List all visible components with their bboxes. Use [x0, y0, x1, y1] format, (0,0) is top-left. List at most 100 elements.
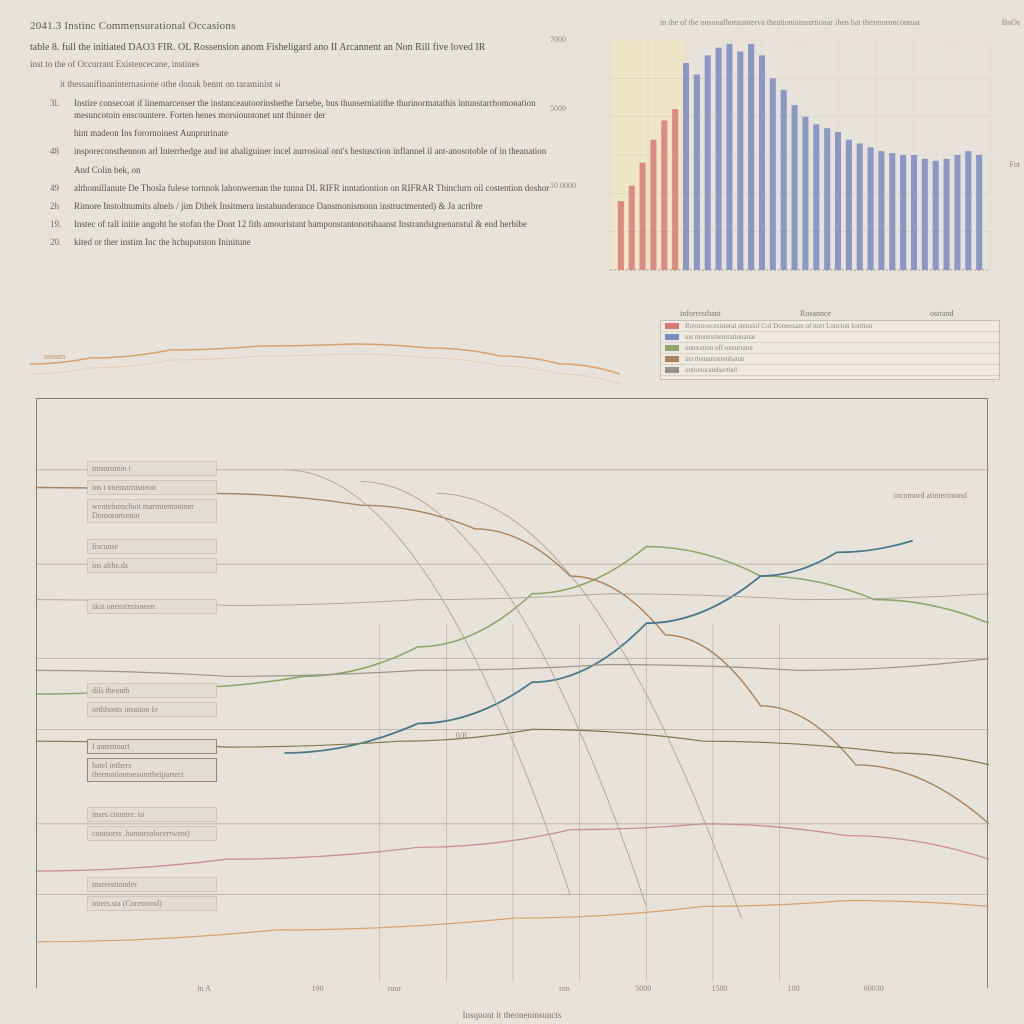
- bar: [759, 55, 765, 270]
- legend-swatch: [665, 345, 679, 351]
- main-chart-xtick: 5000: [635, 984, 651, 993]
- side-label-group: inses countre. tocoutsorss .hantorsoloce…: [87, 807, 217, 845]
- list-item-text: Rimore Instoltnumits alnels / jim Dihek …: [74, 200, 570, 212]
- side-label: intsoromin i: [87, 461, 217, 476]
- main-chart-xtick: ron: [559, 984, 570, 993]
- bar: [889, 153, 895, 270]
- legend-swatch: [665, 356, 679, 362]
- side-label: fiscunse: [87, 539, 217, 554]
- bar: [792, 105, 798, 270]
- legend-row: Rotornorcesisteral stensiol Col Domersam…: [661, 321, 999, 332]
- list-item: hint madeon Ins forornoinest Aunprurinat…: [50, 127, 570, 139]
- legend-row: ontorsorandserthel: [661, 365, 999, 376]
- doc-subtitle-2: inst to the of Occurrant Existencecane, …: [30, 59, 570, 69]
- list-item: 49 althomillanute De Thosla fulese tornno…: [50, 182, 570, 194]
- legend-swatch: [665, 334, 679, 340]
- doc-note: it thessanifinaninternasione othe donak …: [60, 79, 570, 89]
- bar: [629, 186, 635, 270]
- side-label: ins t onenstrnisneon: [87, 480, 217, 495]
- legend-text: ontorsorandserthel: [685, 366, 737, 374]
- bar: [802, 117, 808, 270]
- bar: [640, 163, 646, 270]
- list-item-number: 19.: [50, 218, 64, 230]
- wave-curve: [30, 320, 620, 390]
- legend-box: Rotornorcesisteral stensiol Col Domersam…: [660, 320, 1000, 380]
- list-item-number: 20.: [50, 236, 64, 248]
- side-label: wentelnenchoit marmientoniner Dnmorartom…: [87, 499, 217, 523]
- bar: [965, 151, 971, 270]
- bar-chart-ylabel: 10 0000: [550, 181, 576, 190]
- side-label: coutsorss .hantorsolocertwent): [87, 826, 217, 841]
- list-item-number: 48: [50, 145, 64, 157]
- legend-swatch: [665, 367, 679, 373]
- main-chart-footer: Insquont it theoneninsuncts: [0, 1010, 1024, 1020]
- list-item-number: [50, 164, 64, 176]
- bar: [846, 140, 852, 270]
- main-chart: intsoromin i ins t onenstrnisneon wentelne…: [36, 398, 988, 988]
- bar-chart-svg: [580, 30, 1000, 290]
- list-item-text: Instec of tall initie angoht he stofan t…: [74, 218, 570, 230]
- bar: [650, 140, 656, 270]
- side-label-group: fiscunse ins althe.ds: [87, 539, 217, 577]
- side-label: hatel inthers thermationtuesumtheipartec…: [87, 758, 217, 782]
- side-label: inserestionder: [87, 877, 217, 892]
- list-item-text: hint madeon Ins forornoinest Aunprurinat…: [74, 127, 570, 139]
- bar-chart-xlabel: inforresthant: [680, 309, 721, 318]
- bar: [933, 161, 939, 270]
- bar: [976, 155, 982, 270]
- bar: [737, 52, 743, 271]
- bar: [813, 124, 819, 270]
- legend-row: ins monesmentrationanar: [661, 332, 999, 343]
- bar: [618, 201, 624, 270]
- margin-label: BnOs: [1002, 18, 1020, 27]
- series-diag3: [437, 493, 742, 918]
- series-diag1: [285, 470, 571, 895]
- bar: [672, 109, 678, 270]
- side-label-group: I anternourthatel inthers thermationtues…: [87, 739, 217, 786]
- header-block: 2041.3 Instinc Commensurational Occasion…: [30, 20, 570, 254]
- list-item: 20. kited or ther instim Inc the hchuputs…: [50, 236, 570, 248]
- inline-label: incomord atinterintand: [894, 491, 967, 500]
- list-item-number: [50, 127, 64, 139]
- bar-chart: in the of the onsonalhorstanterva theati…: [580, 30, 1000, 290]
- main-chart-xtick: 60030: [864, 984, 884, 993]
- side-label-group: skst onenstrnisneon: [87, 599, 217, 618]
- list-item-text: althomillanute De Thosla fulese tornnok …: [74, 182, 570, 194]
- bar: [661, 121, 667, 271]
- side-label: skst onenstrnisneon: [87, 599, 217, 614]
- bar: [716, 48, 722, 270]
- bar: [954, 155, 960, 270]
- bar: [922, 159, 928, 270]
- list-item: And Colin bek, on: [50, 164, 570, 176]
- bar: [770, 78, 776, 270]
- bar-chart-ylabel: 5000: [550, 104, 566, 113]
- main-chart-xtick: in A: [197, 984, 211, 993]
- list-item-number: 2h: [50, 200, 64, 212]
- bar: [857, 144, 863, 271]
- main-chart-xtick: 100: [788, 984, 800, 993]
- legend-row: ins theramostenhatun: [661, 354, 999, 365]
- side-label: ins althe.ds: [87, 558, 217, 573]
- list-item-text: And Colin bek, on: [74, 164, 570, 176]
- list-item-text: kited or ther instim Inc the hchuputston…: [74, 236, 570, 248]
- doc-subtitle-1: table 8. full the initiated DAO3 FIR. OL…: [30, 42, 570, 53]
- bar: [835, 132, 841, 270]
- bar-chart-xlabel: Rosannce: [800, 309, 831, 318]
- list-item-text: insporeconsthennon arl Interrhedge and i…: [74, 145, 570, 157]
- wave-label: onsum: [44, 352, 65, 361]
- side-label-group: intsoromin i ins t onenstrnisneon wentelne…: [87, 461, 217, 527]
- list-item-number: 49: [50, 182, 64, 194]
- bar: [726, 44, 732, 270]
- side-label-group: inserestionderinters.sta (Corentond): [87, 877, 217, 915]
- doc-title: 2041.3 Instinc Commensurational Occasion…: [30, 20, 570, 32]
- list-item: 48 insporeconsthennon arl Interrhedge and…: [50, 145, 570, 157]
- list-item-text: Instire consecoat if linemarcenser the i…: [74, 97, 570, 121]
- bar: [748, 44, 754, 270]
- bar: [781, 90, 787, 270]
- bar: [683, 63, 689, 270]
- main-chart-xtick: 1500: [711, 984, 727, 993]
- list-item: 19. Instec of tall initie angoht he stofa…: [50, 218, 570, 230]
- legend-text: Rotornorcesisteral stensiol Col Domersam…: [685, 322, 872, 330]
- page-root: 2041.3 Instinc Commensurational Occasion…: [0, 0, 1024, 1024]
- margin-label: Fot: [1009, 160, 1020, 169]
